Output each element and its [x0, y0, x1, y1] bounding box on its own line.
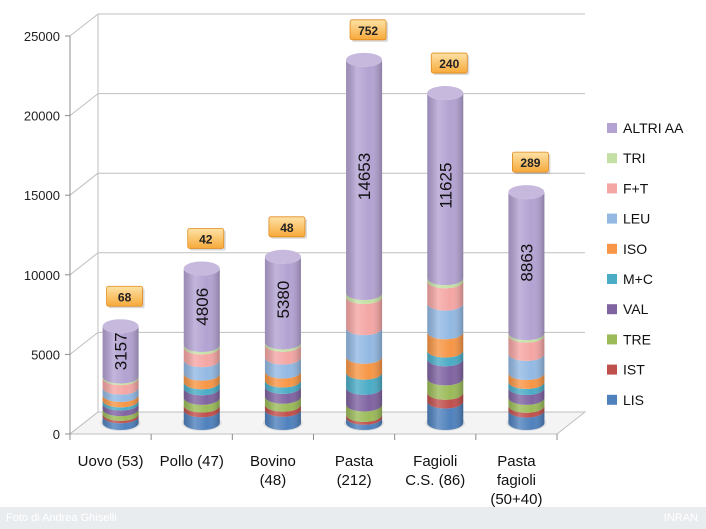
- callout-label: 48: [280, 221, 294, 235]
- bar-cap: [346, 52, 383, 67]
- legend-swatch: [607, 243, 617, 254]
- y-tick-label: 5000: [31, 347, 60, 362]
- y-tick-label: 25000: [24, 29, 60, 44]
- legend-label: TRI: [623, 150, 646, 166]
- callout-box: [187, 228, 225, 249]
- legend-item: F+T: [607, 180, 649, 196]
- bar-stack: 3157: [100, 319, 141, 431]
- x-tick-label: C.S. (86): [405, 472, 465, 489]
- callout-box: [430, 52, 468, 74]
- legend-label: ISO: [623, 241, 647, 257]
- legend-item: TRE: [607, 331, 651, 347]
- bar-stack: 8863: [506, 185, 547, 431]
- bar-shading: [508, 192, 545, 431]
- bar-cap: [508, 185, 545, 200]
- bar-cap: [183, 261, 220, 276]
- bar-cap: [102, 319, 139, 334]
- callout-box: [349, 19, 387, 41]
- x-tick-label: (212): [337, 472, 372, 489]
- legend-swatch: [607, 123, 617, 133]
- callouts: 68 42 48 752 240 289: [106, 19, 551, 309]
- x-tick-label: Fagioli: [413, 453, 457, 470]
- bar-stack: 14653: [344, 52, 385, 431]
- callout-label: 240: [439, 57, 459, 71]
- callout-label: 42: [199, 232, 213, 246]
- legend-label: LEU: [623, 211, 650, 227]
- x-axis-labels: Uovo (53) Pollo (47) Bovino (48) Pasta (212) F…: [69, 434, 558, 508]
- footer-bar: Foto di Andrea Ghiselli INRAN: [0, 507, 706, 529]
- y-axis: 0 5000 10000 15000 20000 25000: [24, 29, 71, 442]
- legend-label: IST: [623, 362, 645, 378]
- legend-label: TRE: [623, 331, 651, 347]
- legend-item: LEU: [607, 211, 650, 227]
- x-tick-label: Pasta: [335, 453, 374, 470]
- y-tick-label: 10000: [24, 268, 60, 283]
- bar-stack: 4806: [181, 261, 222, 431]
- gridline-diagonal: [69, 93, 99, 116]
- legend-item: TRI: [607, 150, 646, 166]
- legend-item: VAL: [607, 301, 649, 317]
- data-label: 14653: [355, 153, 374, 200]
- x-tick-label: Uovo (53): [78, 453, 144, 470]
- legend-item: LIS: [607, 392, 644, 408]
- gridline-diagonal: [69, 252, 99, 276]
- legend-label: F+T: [623, 180, 649, 196]
- bar-stack: 5380: [262, 249, 303, 431]
- photo-credit: Foto di Andrea Ghiselli: [6, 512, 117, 524]
- callout-box: [512, 151, 549, 173]
- legend-label: VAL: [623, 301, 649, 317]
- legend-swatch: [607, 304, 617, 315]
- bar-shading: [264, 256, 301, 430]
- bar-cap: [264, 249, 301, 264]
- bar-shading: [183, 268, 220, 430]
- grid: [68, 13, 587, 435]
- legend-item: M+C: [607, 271, 653, 287]
- legend-label: ALTRI AA: [623, 120, 684, 136]
- gridline-diagonal: [69, 332, 99, 355]
- legend-item: ISO: [607, 241, 647, 257]
- legend-swatch: [607, 364, 617, 375]
- x-tick-label: (48): [260, 472, 287, 489]
- legend-swatch: [607, 334, 617, 345]
- x-tick-label: fagioli: [497, 472, 536, 489]
- bar-shading: [102, 326, 139, 430]
- x-tick-label: Pollo (47): [160, 453, 224, 470]
- x-tick-label: Bovino: [250, 453, 296, 470]
- gridline-diagonal: [69, 13, 99, 37]
- legend-swatch: [607, 274, 617, 284]
- gridline-diagonal: [69, 172, 99, 196]
- legend-item: ALTRI AA: [607, 120, 684, 136]
- bar-shading: [427, 93, 464, 431]
- bar-shading: [346, 59, 383, 430]
- data-label: 11625: [436, 163, 455, 209]
- callout-box: [106, 285, 143, 307]
- watermark: INRAN: [663, 512, 698, 524]
- bar-stack: 11625: [425, 86, 466, 431]
- legend-item: IST: [607, 362, 645, 378]
- legend-swatch: [607, 183, 617, 194]
- bars: 3157 4806 5380 14653 11625 8863: [100, 52, 547, 431]
- data-label: 4806: [193, 288, 212, 326]
- callout-label: 68: [118, 290, 132, 304]
- x-tick-label: (50+40): [490, 491, 542, 508]
- data-label: 8863: [517, 244, 536, 282]
- legend-swatch: [607, 213, 617, 224]
- legend-label: M+C: [623, 271, 653, 287]
- data-label: 5380: [274, 281, 293, 319]
- legend-swatch: [607, 153, 617, 164]
- callout-box: [268, 216, 306, 238]
- callout-label: 289: [520, 156, 540, 170]
- bar-cap: [427, 86, 464, 101]
- x-tick-label: Pasta: [497, 453, 536, 470]
- legend-label: LIS: [623, 392, 644, 408]
- legend-swatch: [607, 394, 617, 405]
- data-label: 3157: [112, 332, 131, 370]
- legend: ALTRI AA TRI F+T LEU ISO M+C VAL TRE IST LIS: [607, 120, 684, 408]
- y-tick-label: 15000: [24, 188, 60, 203]
- y-tick-label: 20000: [24, 109, 60, 124]
- callout-label: 752: [358, 24, 378, 38]
- y-tick-label: 0: [53, 427, 60, 442]
